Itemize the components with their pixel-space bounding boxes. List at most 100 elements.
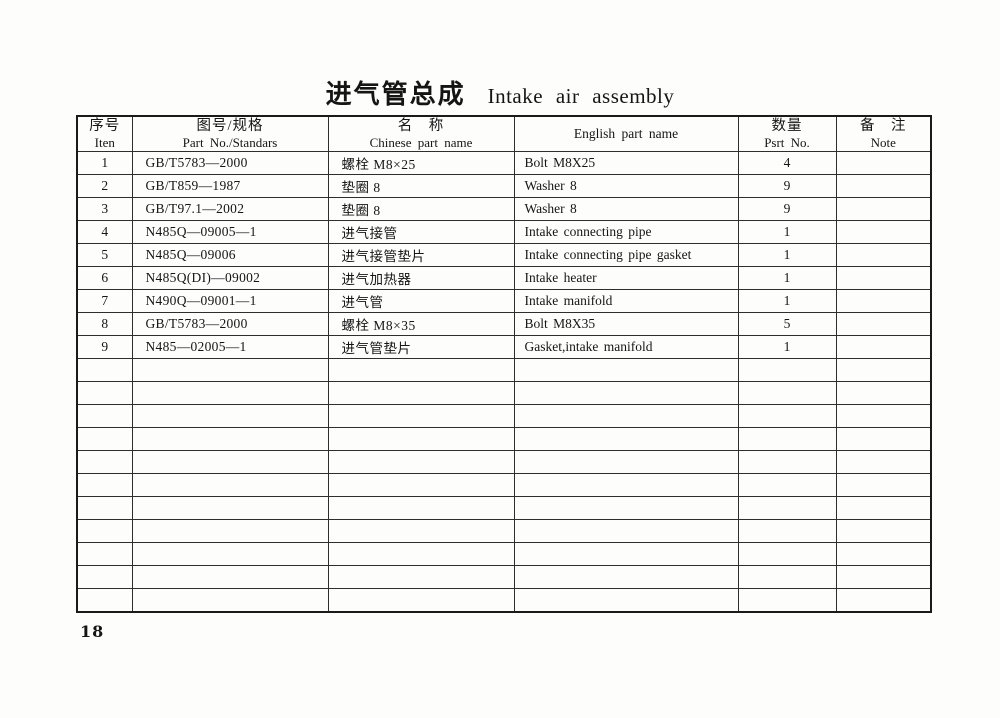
empty-cell [76, 496, 133, 520]
empty-cell [327, 473, 515, 497]
empty-cell [131, 588, 329, 613]
col-header-item-cn: 序号 [89, 118, 121, 134]
empty-cell [835, 473, 932, 497]
empty-cell [513, 381, 739, 405]
empty-cell [513, 427, 739, 451]
table-row-empty [76, 427, 932, 451]
cell-chinese-name: 垫圈 8 [327, 174, 515, 198]
page-title: 进气管总成 Intake air assembly [0, 74, 1000, 111]
col-header-quantity: 数量 Psrt No. [737, 115, 837, 152]
empty-cell [131, 519, 329, 543]
cell-chinese-name: 进气接管垫片 [327, 243, 515, 267]
col-header-note-cn: 备 注 [860, 118, 907, 134]
empty-cell [131, 565, 329, 589]
empty-cell [76, 473, 133, 497]
cell-part-no: N490Q—09001—1 [131, 289, 329, 313]
cell-part-no: N485Q—09006 [131, 243, 329, 267]
empty-cell [513, 588, 739, 613]
empty-cell [327, 496, 515, 520]
col-header-chinese-name-en: Chinese part name [369, 135, 473, 150]
empty-cell [76, 542, 133, 566]
cell-item: 2 [76, 174, 133, 198]
cell-part-no: GB/T97.1—2002 [131, 197, 329, 221]
empty-cell [327, 519, 515, 543]
cell-part-no: N485Q(DI)—09002 [131, 266, 329, 290]
table-row: 7 N490Q—09001—1 进气管 Intake manifold 1 [76, 289, 932, 313]
table-row: 3 GB/T97.1—2002 垫圈 8 Washer 8 9 [76, 197, 932, 221]
table-row-empty [76, 450, 932, 474]
empty-cell [76, 427, 133, 451]
empty-cell [737, 381, 837, 405]
page-title-chinese: 进气管总成 [325, 80, 466, 109]
cell-part-no: GB/T5783—2000 [131, 312, 329, 336]
empty-cell [131, 358, 329, 382]
cell-english-name: Gasket,intake manifold [513, 335, 739, 359]
table-row-empty [76, 542, 932, 566]
col-header-item: 序号 Iten [76, 115, 133, 152]
cell-item: 1 [76, 151, 133, 175]
col-header-note-en: Note [870, 135, 896, 150]
empty-cell [737, 565, 837, 589]
cell-english-name: Intake manifold [513, 289, 739, 313]
empty-cell [131, 496, 329, 520]
col-header-english-name: English part name [513, 115, 739, 152]
col-header-part-no-en: Part No./Standars [182, 135, 278, 150]
cell-note [835, 151, 932, 175]
empty-cell [131, 450, 329, 474]
empty-cell [327, 427, 515, 451]
cell-item: 4 [76, 220, 133, 244]
cell-quantity: 1 [737, 335, 837, 359]
cell-quantity: 1 [737, 289, 837, 313]
cell-quantity: 9 [737, 174, 837, 198]
cell-english-name: Bolt M8X25 [513, 151, 739, 175]
page-number: 18 [80, 622, 105, 641]
cell-part-no: GB/T859—1987 [131, 174, 329, 198]
empty-cell [737, 404, 837, 428]
empty-cell [835, 565, 932, 589]
cell-quantity: 1 [737, 243, 837, 267]
empty-cell [76, 381, 133, 405]
empty-cell [76, 565, 133, 589]
cell-quantity: 5 [737, 312, 837, 336]
empty-cell [737, 519, 837, 543]
table-row-empty [76, 565, 932, 589]
cell-english-name: Bolt M8X35 [513, 312, 739, 336]
table-row-empty [76, 496, 932, 520]
cell-quantity: 1 [737, 266, 837, 290]
empty-cell [327, 450, 515, 474]
empty-cell [835, 427, 932, 451]
table-empty-body [76, 358, 932, 613]
cell-item: 8 [76, 312, 133, 336]
empty-cell [327, 381, 515, 405]
empty-cell [513, 450, 739, 474]
cell-note [835, 243, 932, 267]
empty-cell [737, 450, 837, 474]
cell-chinese-name: 螺栓 M8×25 [327, 151, 515, 175]
cell-note [835, 266, 932, 290]
parts-table: 序号 Iten 图号/规格 Part No./Standars 名 称 Chin… [76, 115, 932, 613]
empty-cell [76, 358, 133, 382]
cell-chinese-name: 进气管垫片 [327, 335, 515, 359]
cell-note [835, 174, 932, 198]
cell-quantity: 4 [737, 151, 837, 175]
cell-english-name: Intake connecting pipe gasket [513, 243, 739, 267]
empty-cell [513, 404, 739, 428]
cell-english-name: Washer 8 [513, 174, 739, 198]
col-header-chinese-name-cn: 名 称 [397, 118, 445, 134]
empty-cell [737, 588, 837, 613]
cell-chinese-name: 进气接管 [327, 220, 515, 244]
table-row: 8 GB/T5783—2000 螺栓 M8×35 Bolt M8X35 5 [76, 312, 932, 336]
empty-cell [513, 542, 739, 566]
cell-english-name: Washer 8 [513, 197, 739, 221]
empty-cell [327, 565, 515, 589]
cell-chinese-name: 进气加热器 [327, 266, 515, 290]
cell-note [835, 312, 932, 336]
empty-cell [131, 404, 329, 428]
empty-cell [513, 565, 739, 589]
empty-cell [76, 519, 133, 543]
empty-cell [737, 473, 837, 497]
empty-cell [835, 381, 932, 405]
col-header-chinese-name: 名 称 Chinese part name [327, 115, 515, 152]
table-row: 2 GB/T859—1987 垫圈 8 Washer 8 9 [76, 174, 932, 198]
